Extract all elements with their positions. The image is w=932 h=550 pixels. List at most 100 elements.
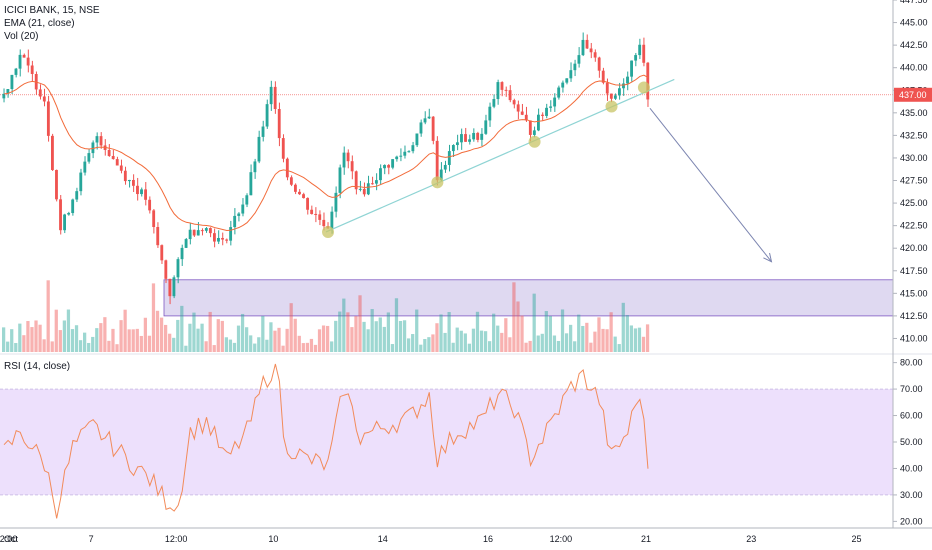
candle-body[interactable] bbox=[569, 70, 573, 79]
candle-body[interactable] bbox=[585, 39, 589, 49]
candle-body[interactable] bbox=[431, 116, 435, 141]
candle-body[interactable] bbox=[642, 44, 646, 63]
candle-body[interactable] bbox=[87, 153, 91, 162]
candle-body[interactable] bbox=[492, 99, 496, 107]
candle-body[interactable] bbox=[370, 183, 374, 185]
candle-body[interactable] bbox=[508, 90, 512, 101]
touch-marker[interactable] bbox=[528, 135, 541, 148]
candle-body[interactable] bbox=[427, 116, 431, 119]
candle-body[interactable] bbox=[342, 152, 346, 168]
candle-body[interactable] bbox=[464, 134, 467, 142]
candle-body[interactable] bbox=[253, 161, 257, 173]
candle-body[interactable] bbox=[500, 82, 504, 90]
candle-body[interactable] bbox=[476, 132, 480, 140]
candle-body[interactable] bbox=[447, 151, 451, 165]
candle-body[interactable] bbox=[379, 168, 382, 181]
candle-body[interactable] bbox=[472, 132, 476, 140]
candle-body[interactable] bbox=[439, 169, 443, 181]
candle-body[interactable] bbox=[265, 104, 269, 127]
candle-body[interactable] bbox=[411, 145, 415, 152]
candle-body[interactable] bbox=[217, 237, 220, 242]
candle-body[interactable] bbox=[196, 230, 200, 236]
candle-body[interactable] bbox=[435, 140, 439, 181]
candle-body[interactable] bbox=[281, 138, 285, 159]
candle-body[interactable] bbox=[504, 89, 508, 91]
candle-body[interactable] bbox=[107, 149, 111, 157]
candle-body[interactable] bbox=[516, 104, 520, 112]
candle-body[interactable] bbox=[26, 57, 30, 66]
candle-body[interactable] bbox=[63, 214, 66, 231]
candle-body[interactable] bbox=[42, 96, 46, 102]
candle-body[interactable] bbox=[419, 122, 423, 134]
candle-body[interactable] bbox=[581, 39, 585, 56]
candle-body[interactable] bbox=[75, 191, 79, 200]
candle-body[interactable] bbox=[415, 133, 419, 146]
candle-body[interactable] bbox=[59, 199, 62, 231]
candle-body[interactable] bbox=[67, 213, 71, 215]
candle-body[interactable] bbox=[443, 164, 447, 170]
candle-body[interactable] bbox=[537, 114, 540, 131]
touch-marker[interactable] bbox=[605, 100, 618, 113]
candle-body[interactable] bbox=[225, 239, 228, 241]
support-zone[interactable] bbox=[163, 279, 894, 317]
candle-body[interactable] bbox=[618, 88, 621, 96]
candle-body[interactable] bbox=[208, 228, 212, 234]
candle-body[interactable] bbox=[468, 139, 471, 142]
candle-body[interactable] bbox=[213, 233, 216, 242]
candle-body[interactable] bbox=[132, 179, 135, 186]
candle-body[interactable] bbox=[391, 159, 395, 168]
candle-body[interactable] bbox=[188, 229, 192, 240]
candle-body[interactable] bbox=[204, 228, 208, 231]
candle-body[interactable] bbox=[338, 167, 342, 193]
candle-body[interactable] bbox=[549, 106, 552, 108]
candle-body[interactable] bbox=[613, 95, 617, 99]
candle-body[interactable] bbox=[127, 179, 131, 182]
candle-body[interactable] bbox=[528, 120, 532, 135]
candle-body[interactable] bbox=[164, 260, 168, 279]
candle-body[interactable] bbox=[460, 134, 463, 143]
touch-marker[interactable] bbox=[637, 81, 650, 94]
rsi-pane[interactable] bbox=[0, 363, 893, 519]
candle-body[interactable] bbox=[156, 227, 160, 246]
candle-body[interactable] bbox=[561, 82, 565, 88]
candle-body[interactable] bbox=[55, 169, 58, 200]
candle-body[interactable] bbox=[289, 177, 293, 185]
projection-arrow[interactable] bbox=[649, 107, 772, 263]
candle-body[interactable] bbox=[565, 78, 569, 83]
touch-marker[interactable] bbox=[322, 225, 335, 238]
candle-body[interactable] bbox=[176, 259, 180, 278]
candle-body[interactable] bbox=[350, 161, 354, 172]
candle-body[interactable] bbox=[115, 159, 119, 166]
candle-body[interactable] bbox=[593, 52, 597, 58]
candle-body[interactable] bbox=[314, 213, 318, 215]
candle-body[interactable] bbox=[532, 130, 536, 135]
candle-body[interactable] bbox=[626, 76, 629, 84]
candle-body[interactable] bbox=[605, 82, 609, 94]
candle-body[interactable] bbox=[597, 57, 601, 71]
candle-body[interactable] bbox=[407, 151, 411, 153]
candle-body[interactable] bbox=[257, 136, 261, 162]
candle-body[interactable] bbox=[322, 219, 326, 227]
candle-body[interactable] bbox=[111, 156, 115, 160]
candle-body[interactable] bbox=[302, 194, 305, 199]
candle-body[interactable] bbox=[14, 68, 18, 75]
candle-body[interactable] bbox=[71, 199, 75, 214]
candle-body[interactable] bbox=[229, 227, 233, 241]
candle-body[interactable] bbox=[140, 189, 143, 195]
candle-body[interactable] bbox=[184, 239, 188, 248]
candle-body[interactable] bbox=[172, 277, 176, 297]
candle-body[interactable] bbox=[237, 213, 241, 216]
candle-body[interactable] bbox=[119, 165, 123, 171]
touch-marker[interactable] bbox=[431, 176, 444, 189]
candle-body[interactable] bbox=[51, 135, 54, 170]
candle-body[interactable] bbox=[622, 83, 625, 89]
candle-body[interactable] bbox=[160, 245, 164, 261]
candle-body[interactable] bbox=[403, 151, 407, 156]
candle-body[interactable] bbox=[423, 118, 427, 123]
candle-body[interactable] bbox=[6, 89, 10, 94]
trendline[interactable] bbox=[325, 78, 675, 233]
candle-body[interactable] bbox=[362, 188, 366, 195]
candle-body[interactable] bbox=[30, 65, 34, 74]
candle-body[interactable] bbox=[249, 172, 253, 196]
